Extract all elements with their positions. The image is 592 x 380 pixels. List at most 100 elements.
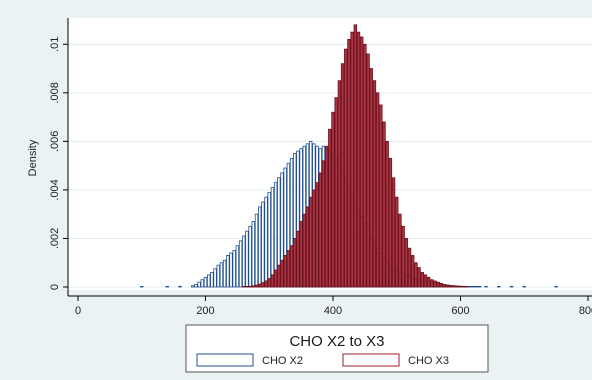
bar-cho-x2	[194, 284, 198, 288]
bar-cho-x3	[375, 92, 380, 288]
y-tick-label: .008	[49, 82, 61, 103]
bar-cho-x3	[347, 39, 351, 288]
bar-cho-x3	[449, 285, 453, 288]
bar-cho-x3	[296, 230, 300, 288]
bar-cho-x3	[369, 68, 373, 288]
bar-cho-x2	[257, 206, 262, 288]
bar-cho-x3	[356, 31, 361, 288]
bar-cho-x2	[270, 187, 275, 288]
x-tick-label: 800	[579, 305, 592, 317]
bar-cho-x3	[353, 24, 358, 288]
bar-cho-x3	[442, 284, 447, 288]
bar-cho-x3	[273, 269, 278, 288]
bar-cho-x3	[455, 285, 460, 288]
bar-cho-x3	[382, 121, 386, 288]
bar-cho-x3	[334, 97, 338, 288]
bar-cho-x3	[385, 140, 389, 288]
bar-cho-x2	[200, 279, 205, 288]
bar-cho-x2	[477, 285, 482, 288]
legend-swatch-cho-x3	[342, 353, 400, 367]
bar-cho-x2	[140, 285, 144, 288]
bar-cho-x3	[401, 225, 405, 288]
bar-cho-x2	[206, 274, 211, 288]
bar-cho-x3	[308, 196, 313, 288]
bar-cho-x2	[522, 285, 526, 288]
bar-cho-x3	[299, 221, 303, 288]
bar-cho-x3	[465, 285, 469, 288]
bar-cho-x3	[452, 285, 456, 288]
bar-cho-x3	[318, 172, 322, 288]
bar-cho-x3	[293, 238, 297, 288]
bar-cho-x2	[254, 213, 259, 288]
bar-cho-x2	[226, 255, 230, 288]
y-axis-title: Density	[27, 139, 39, 176]
x-tick-label: 400	[324, 305, 342, 317]
bar-cho-x3	[417, 267, 421, 288]
bar-cho-x2	[191, 285, 195, 288]
bar-cho-x3	[433, 280, 437, 288]
bar-cho-x2	[242, 235, 246, 288]
bar-cho-x3	[289, 245, 294, 288]
bar-cho-x2	[509, 285, 514, 288]
bar-cho-x2	[267, 191, 271, 288]
bar-cho-x3	[430, 279, 434, 288]
bar-cho-x2	[497, 285, 501, 288]
bar-cho-x3	[242, 285, 246, 288]
bar-cho-x3	[302, 213, 307, 288]
bar-cho-x3	[286, 250, 291, 288]
bar-cho-x3	[321, 160, 326, 288]
bar-cho-x2	[484, 285, 488, 288]
bar-cho-x2	[251, 221, 256, 288]
bar-cho-x3	[324, 145, 329, 288]
y-axis-ticks: .01 .008 .006 .004 .002 0	[49, 37, 68, 290]
legend-swatch-cho-x2	[196, 353, 254, 367]
bar-cho-x3	[391, 177, 396, 288]
bar-cho-x3	[407, 247, 412, 288]
bar-cho-x2	[229, 252, 233, 288]
bar-cho-x2	[213, 268, 217, 288]
bar-cho-x3	[461, 285, 466, 288]
bar-cho-x3	[395, 196, 399, 288]
bar-cho-x3	[388, 157, 393, 288]
bar-cho-x2	[222, 259, 227, 288]
bar-cho-x3	[328, 128, 332, 288]
bar-cho-x2	[238, 240, 243, 288]
bar-cho-x3	[372, 80, 377, 288]
y-tick-label: 0	[49, 284, 61, 290]
bar-cho-x3	[436, 281, 440, 288]
bar-cho-x3	[446, 284, 450, 288]
bar-cho-x3	[404, 238, 409, 288]
bar-cho-x2	[261, 201, 265, 288]
bar-cho-x3	[359, 36, 364, 288]
bar-cho-x3	[315, 182, 319, 288]
bar-cho-x2	[468, 285, 472, 288]
bar-cho-x2	[471, 285, 475, 288]
bar-cho-x2	[248, 225, 252, 288]
bar-cho-x3	[350, 31, 354, 288]
bar-cho-x3	[280, 259, 284, 288]
bar-cho-x2	[210, 272, 214, 288]
bar-cho-x2	[235, 245, 240, 288]
bar-cho-x2	[264, 196, 268, 288]
bar-cho-x3	[344, 48, 348, 288]
bar-cho-x2	[203, 276, 208, 288]
bar-cho-x3	[366, 53, 370, 288]
bar-cho-x3	[305, 206, 310, 288]
bar-cho-x2	[219, 262, 224, 288]
y-tick-label: .002	[49, 228, 61, 249]
bar-cho-x3	[251, 285, 256, 288]
bar-cho-x3	[245, 285, 249, 288]
bar-cho-x3	[458, 285, 463, 288]
bar-cho-x2	[197, 281, 201, 288]
bar-cho-x3	[414, 262, 418, 288]
bar-cho-x3	[363, 43, 367, 288]
bar-cho-x3	[283, 255, 287, 288]
bar-cho-x2	[165, 285, 169, 288]
x-axis-ticks: 0 200 400 600 800	[75, 296, 592, 317]
bar-cho-x3	[420, 272, 424, 288]
bar-cho-x3	[410, 255, 415, 288]
legend: CHO X2 to X3 CHO X2 CHO X3	[185, 324, 489, 373]
bar-cho-x3	[331, 111, 335, 288]
legend-label-cho-x2: CHO X2	[262, 355, 303, 367]
series-cho-x3-bars	[242, 24, 469, 288]
